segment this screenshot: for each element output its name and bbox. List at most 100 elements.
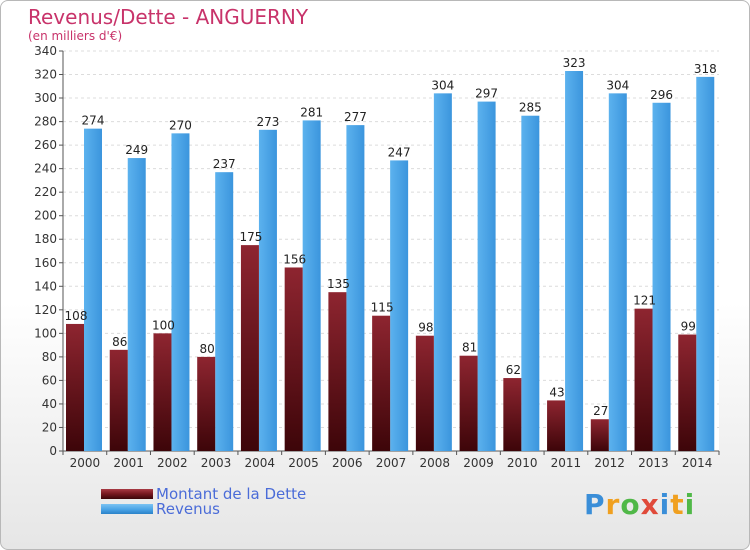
x-tick-label: 2004: [245, 456, 276, 470]
data-label-revenus: 270: [169, 118, 192, 132]
logo-letter: r: [605, 488, 621, 521]
legend-label-dette: Montant de la Dette: [156, 485, 307, 503]
x-tick-label: 2012: [594, 456, 625, 470]
logo-letter: i: [659, 488, 671, 521]
data-label-revenus: 277: [344, 110, 367, 124]
logo-letter: i: [684, 488, 696, 521]
data-label-dette: 27: [593, 404, 608, 418]
y-tick-label: 260: [34, 138, 57, 152]
legend-swatch-dette: [101, 489, 153, 499]
bar-revenus: [652, 102, 671, 451]
legend-label-revenus: Revenus: [156, 500, 220, 518]
bar-revenus: [302, 120, 321, 451]
data-label-revenus: 296: [650, 88, 673, 102]
data-label-revenus: 274: [82, 114, 105, 128]
logo-letter: P: [584, 488, 606, 521]
bar-dette: [66, 323, 84, 451]
data-label-revenus: 249: [125, 143, 148, 157]
bar-dette: [634, 308, 653, 451]
bar-dette: [240, 245, 259, 451]
bar-revenus: [84, 128, 102, 451]
x-tick-label: 2013: [638, 456, 669, 470]
data-label-dette: 175: [239, 230, 262, 244]
y-tick-label: 340: [34, 44, 57, 58]
y-tick-label: 180: [34, 232, 57, 246]
y-tick-label: 120: [34, 303, 57, 317]
bar-dette: [590, 419, 609, 451]
bar-revenus: [258, 129, 277, 451]
bar-dette: [197, 356, 216, 451]
data-label-dette: 156: [283, 252, 306, 266]
data-label-dette: 135: [327, 277, 350, 291]
bar-revenus: [696, 76, 715, 451]
bar-revenus: [565, 71, 584, 451]
data-label-revenus: 297: [475, 87, 498, 101]
x-tick-label: 2008: [419, 456, 450, 470]
x-tick-label: 2003: [201, 456, 232, 470]
bar-revenus: [521, 115, 540, 452]
chart-title: Revenus/Dette - ANGUERNY: [28, 5, 309, 29]
x-tick-label: 2002: [157, 456, 188, 470]
data-label-dette: 86: [112, 335, 127, 349]
y-tick-label: 100: [34, 326, 57, 340]
data-label-revenus: 273: [256, 115, 279, 129]
x-tick-label: 2005: [288, 456, 319, 470]
x-tick-label: 2000: [70, 456, 101, 470]
bar-dette: [284, 267, 303, 451]
y-tick-label: 300: [34, 91, 57, 105]
bar-dette: [328, 292, 347, 451]
bar-revenus: [171, 133, 190, 451]
x-tick-label: 2006: [332, 456, 363, 470]
logo-letter: t: [670, 488, 685, 521]
data-label-revenus: 285: [519, 101, 542, 115]
x-tick-label: 2007: [376, 456, 407, 470]
y-tick-label: 220: [34, 185, 57, 199]
bar-revenus: [215, 172, 234, 452]
bar-revenus: [608, 93, 627, 452]
y-tick-label: 20: [42, 420, 57, 434]
data-label-dette: 62: [506, 363, 521, 377]
bar-dette: [459, 355, 478, 451]
y-tick-label: 280: [34, 115, 57, 129]
data-label-revenus: 318: [694, 62, 717, 76]
y-tick-label: 60: [42, 373, 57, 387]
data-label-dette: 81: [462, 341, 477, 355]
data-label-dette: 108: [65, 309, 88, 323]
y-tick-label: 40: [42, 397, 57, 411]
bar-dette: [678, 334, 697, 451]
legend-swatch-revenus: [101, 504, 153, 514]
proxiti-logo: Proxiti: [584, 488, 695, 521]
x-tick-label: 2011: [551, 456, 582, 470]
logo-letter: x: [640, 488, 660, 521]
data-label-dette: 99: [681, 320, 696, 334]
y-tick-label: 80: [42, 350, 57, 364]
x-tick-label: 2009: [463, 456, 494, 470]
bar-revenus: [390, 160, 409, 452]
bar-revenus: [433, 93, 452, 452]
bar-revenus: [127, 158, 146, 451]
y-tick-label: 320: [34, 68, 57, 82]
bar-dette: [372, 315, 391, 451]
bar-dette: [547, 400, 566, 451]
bar-dette: [415, 335, 434, 451]
data-label-revenus: 281: [300, 105, 323, 119]
data-label-dette: 121: [633, 294, 656, 308]
data-label-dette: 43: [549, 385, 564, 399]
data-label-revenus: 247: [388, 145, 411, 159]
bar-revenus: [346, 125, 365, 451]
y-tick-label: 140: [34, 279, 57, 293]
logo-letter: o: [620, 488, 641, 521]
bar-dette: [153, 333, 172, 451]
bar-revenus: [477, 101, 496, 452]
y-tick-label: 0: [49, 444, 57, 458]
y-tick-label: 240: [34, 162, 57, 176]
data-label-dette: 80: [200, 342, 215, 356]
data-label-revenus: 323: [563, 56, 586, 70]
data-label-revenus: 304: [606, 78, 629, 92]
data-label-dette: 115: [371, 301, 394, 315]
x-tick-label: 2001: [113, 456, 144, 470]
y-tick-label: 200: [34, 209, 57, 223]
x-tick-label: 2014: [682, 456, 713, 470]
